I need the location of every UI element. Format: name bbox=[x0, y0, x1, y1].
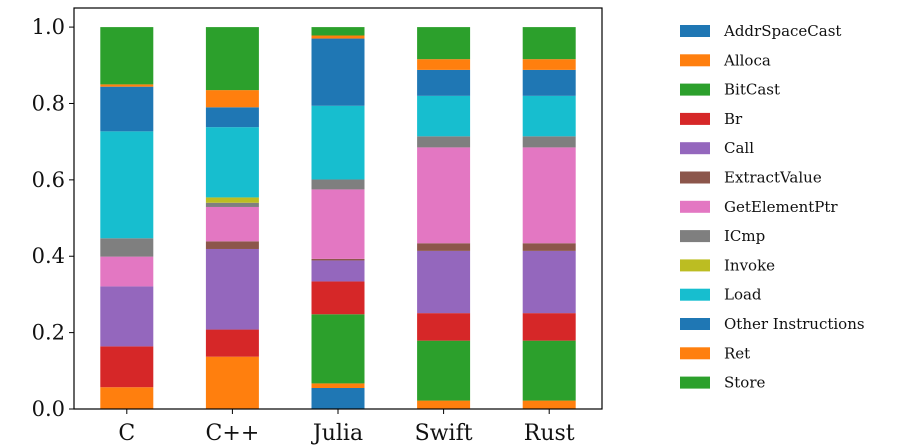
bar-segment-julia-other-instructions bbox=[311, 38, 365, 106]
bar-segment-c-icmp bbox=[100, 238, 154, 257]
bar-segment-c-call bbox=[100, 286, 154, 347]
y-tick-label: 1.0 bbox=[32, 15, 65, 39]
x-tick-label: C++ bbox=[206, 421, 260, 446]
bar-segment-cpp-load bbox=[205, 127, 259, 198]
bars-group bbox=[100, 27, 576, 409]
legend-swatch bbox=[680, 230, 710, 243]
bar-segment-c-other-instructions bbox=[100, 86, 154, 132]
legend-swatch bbox=[680, 288, 710, 301]
bar-segment-rust-getelementptr bbox=[522, 147, 576, 244]
bar-segment-c-alloca bbox=[100, 387, 154, 409]
x-tick-label: C bbox=[118, 421, 135, 446]
bar-segment-swift-getelementptr bbox=[417, 147, 471, 244]
bar-segment-c-load bbox=[100, 131, 154, 239]
bar-segment-c-store bbox=[100, 27, 154, 85]
bar-segment-rust-other-instructions bbox=[522, 69, 576, 96]
bar-segment-cpp-alloca bbox=[205, 356, 259, 409]
legend-swatch bbox=[680, 83, 710, 96]
bar-segment-rust-br bbox=[522, 313, 576, 341]
bar-segment-rust-icmp bbox=[522, 136, 576, 148]
legend-swatch bbox=[680, 318, 710, 330]
x-tick-label: Swift bbox=[415, 421, 473, 446]
legend-label: Store bbox=[724, 374, 766, 392]
bar-segment-julia-br bbox=[311, 281, 365, 315]
legend-swatch bbox=[680, 142, 710, 155]
legend-label: GetElementPtr bbox=[724, 198, 838, 216]
bar-segment-julia-icmp bbox=[311, 179, 365, 190]
bar-segment-julia-load bbox=[311, 105, 365, 180]
legend-label: Invoke bbox=[724, 256, 775, 274]
y-tick-label: 0.4 bbox=[32, 244, 65, 268]
legend-label: BitCast bbox=[724, 81, 780, 99]
y-tick-label: 0.0 bbox=[32, 397, 65, 421]
bar-segment-c-br bbox=[100, 346, 154, 388]
bar-segment-julia-ret bbox=[311, 35, 365, 39]
bar-segment-rust-bitcast bbox=[522, 340, 576, 401]
bar-segment-julia-bitcast bbox=[311, 314, 365, 384]
bar-segment-cpp-call bbox=[205, 248, 259, 330]
legend-swatch bbox=[680, 112, 710, 125]
legend-label: Alloca bbox=[723, 51, 771, 69]
bar-segment-julia-extractvalue bbox=[311, 258, 365, 261]
y-axis: 0.0 0.2 0.4 0.6 0.8 1.0 bbox=[32, 15, 74, 421]
bar-segment-cpp-br bbox=[205, 329, 259, 357]
legend-label: Call bbox=[724, 139, 754, 157]
bar-segment-rust-load bbox=[522, 95, 576, 137]
legend-label: Load bbox=[724, 286, 762, 304]
legend-swatch bbox=[680, 54, 710, 67]
bar-segment-c-getelementptr bbox=[100, 256, 154, 287]
y-tick-label: 0.2 bbox=[32, 321, 65, 345]
legend-swatch bbox=[680, 259, 710, 272]
bar-segment-swift-ret bbox=[417, 59, 471, 70]
bar-segment-cpp-getelementptr bbox=[205, 206, 259, 242]
bar-segment-julia-getelementptr bbox=[311, 189, 365, 259]
bar-segment-cpp-other-instructions bbox=[205, 107, 259, 128]
bar-segment-rust-ret bbox=[522, 59, 576, 70]
legend-label: ExtractValue bbox=[724, 169, 822, 187]
bar-segment-julia-call bbox=[311, 260, 365, 282]
bar-segment-swift-extractvalue bbox=[417, 243, 471, 251]
legend-swatch bbox=[680, 347, 710, 360]
legend: AddrSpaceCast Alloca BitCast Br Call ExtractV… bbox=[680, 22, 865, 392]
bar-segment-swift-store bbox=[417, 27, 471, 60]
bar-segment-swift-alloca bbox=[417, 400, 471, 409]
bar-segment-swift-icmp bbox=[417, 136, 471, 148]
bar-segment-rust-alloca bbox=[522, 400, 576, 409]
bar-segment-cpp-ret bbox=[205, 90, 259, 108]
x-tick-label: Rust bbox=[524, 421, 575, 446]
legend-label: ICmp bbox=[724, 227, 765, 245]
bar-segment-swift-other-instructions bbox=[417, 69, 471, 96]
bar-segment-julia-alloca bbox=[311, 383, 365, 388]
legend-label: AddrSpaceCast bbox=[723, 22, 841, 40]
legend-swatch bbox=[680, 200, 710, 213]
bar-segment-cpp-extractvalue bbox=[205, 241, 259, 249]
bar-segment-rust-extractvalue bbox=[522, 243, 576, 251]
x-axis: C C++ Julia Swift Rust bbox=[118, 409, 575, 446]
bar-segment-swift-br bbox=[417, 313, 471, 341]
bar-segment-cpp-icmp bbox=[205, 202, 259, 207]
bar-segment-julia-addrspacecast bbox=[311, 388, 365, 409]
y-tick-label: 0.6 bbox=[32, 168, 65, 192]
bar-segment-swift-call bbox=[417, 250, 471, 314]
y-tick-label: 0.8 bbox=[32, 91, 65, 115]
legend-label: Br bbox=[724, 110, 743, 128]
bar-segment-cpp-invoke bbox=[205, 197, 259, 203]
legend-label: Ret bbox=[724, 344, 750, 362]
bar-segment-cpp-store bbox=[205, 27, 259, 91]
legend-swatch bbox=[680, 376, 710, 389]
bar-segment-c-ret bbox=[100, 84, 154, 87]
legend-label: Other Instructions bbox=[724, 315, 865, 333]
bar-segment-swift-bitcast bbox=[417, 340, 471, 401]
bar-segment-rust-call bbox=[522, 250, 576, 314]
legend-swatch bbox=[680, 25, 710, 37]
bar-segment-rust-store bbox=[522, 27, 576, 60]
bar-segment-swift-load bbox=[417, 95, 471, 137]
legend-swatch bbox=[680, 171, 710, 184]
bar-segment-julia-store bbox=[311, 27, 365, 36]
x-tick-label: Julia bbox=[311, 421, 363, 446]
